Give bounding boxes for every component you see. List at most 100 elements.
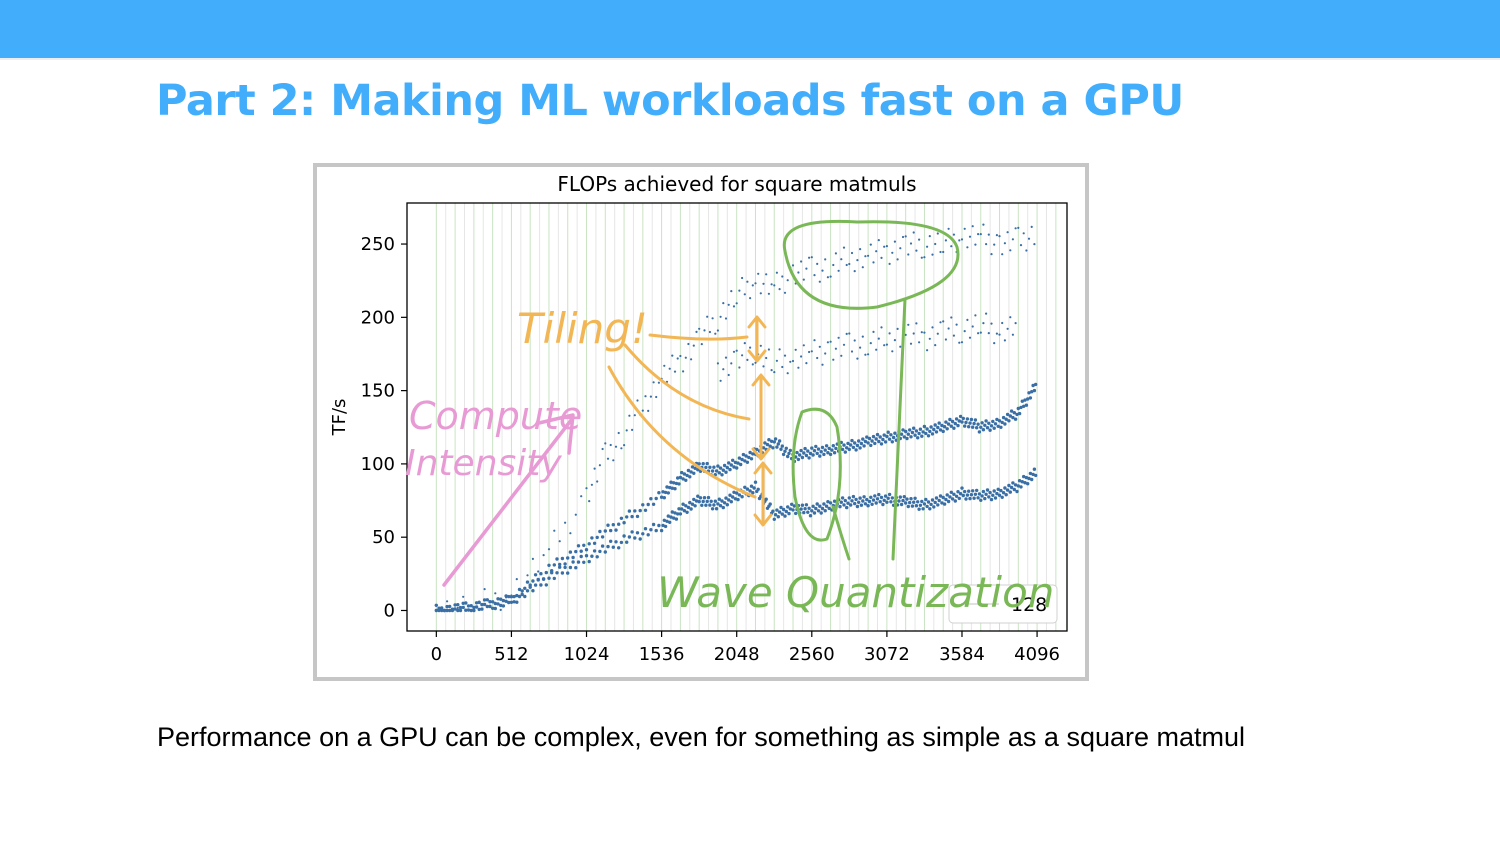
- series-3-point: [674, 517, 679, 521]
- series-2-point: [824, 444, 829, 448]
- series-1-point: [786, 372, 789, 375]
- series-0-point: [1011, 238, 1015, 241]
- series-2-point: [846, 441, 850, 446]
- series-2-point: [1031, 383, 1035, 388]
- y-tick-label: 0: [384, 600, 395, 621]
- quantization-line-2: [831, 505, 851, 561]
- series-1-point: [1009, 316, 1012, 319]
- series-3-point: [453, 607, 457, 611]
- series-2-point: [823, 448, 827, 452]
- series-0-point: [644, 395, 647, 398]
- series-3-point: [689, 507, 693, 511]
- series-1-point: [942, 320, 945, 323]
- series-3-point: [1017, 479, 1022, 483]
- series-2-point: [941, 429, 945, 434]
- series-3-point: [845, 505, 849, 510]
- series-2-point: [783, 449, 787, 453]
- series-3-point: [932, 505, 936, 509]
- series-2-point: [1000, 420, 1004, 425]
- series-0-point: [698, 327, 701, 330]
- series-1-point: [893, 339, 897, 342]
- series-2-point: [769, 439, 774, 443]
- series-2-point: [890, 440, 894, 444]
- series-0-point: [706, 315, 709, 318]
- series-1-point: [1014, 322, 1017, 325]
- series-2-point: [434, 608, 438, 613]
- series-3-point: [792, 504, 797, 508]
- series-2-point: [466, 604, 471, 608]
- series-3-point: [627, 535, 632, 539]
- series-2-point: [796, 457, 801, 462]
- series-3-point: [499, 597, 503, 601]
- series-3-point: [501, 604, 506, 608]
- series-2-point: [786, 454, 790, 459]
- y-tick-label: 250: [361, 234, 395, 255]
- series-2-point: [997, 419, 1002, 423]
- series-3-point: [662, 518, 666, 522]
- series-2-point: [784, 446, 788, 450]
- series-2-point: [666, 491, 670, 495]
- series-2-point: [1016, 406, 1020, 411]
- series-1-point: [920, 331, 923, 334]
- series-2-point: [854, 448, 858, 452]
- series-0-point: [813, 274, 816, 277]
- series-0-point: [679, 354, 682, 358]
- series-1-point: [818, 345, 821, 348]
- series-2-point: [912, 426, 916, 430]
- series-1-point: [977, 332, 980, 335]
- series-2-point: [668, 485, 672, 490]
- x-tick-label: 4096: [1014, 644, 1060, 665]
- series-3-point: [771, 509, 775, 513]
- series-3-point: [948, 495, 952, 499]
- series-2-point: [818, 454, 822, 458]
- series-3-point: [555, 571, 559, 575]
- series-3-point: [531, 589, 535, 593]
- series-2-point: [673, 487, 677, 491]
- series-3-point: [598, 549, 602, 554]
- series-2-point: [692, 471, 696, 475]
- series-0-point: [580, 495, 583, 498]
- header-bar: [0, 0, 1500, 60]
- series-0-point: [850, 251, 854, 255]
- series-2-point: [614, 528, 618, 532]
- series-2-point: [733, 460, 738, 465]
- series-3-point: [794, 511, 798, 516]
- series-0-point: [950, 245, 953, 248]
- series-3-point: [971, 489, 975, 493]
- series-0-point: [614, 445, 618, 448]
- series-2-point: [493, 601, 497, 606]
- series-3-point: [672, 516, 676, 520]
- series-0-point: [462, 595, 465, 598]
- series-0-point: [816, 262, 819, 265]
- series-2-point: [761, 446, 766, 450]
- series-3-point: [669, 515, 673, 519]
- series-0-point: [802, 278, 805, 281]
- series-3-point: [1028, 471, 1033, 476]
- series-2-point: [942, 425, 947, 429]
- x-tick-label: 2048: [714, 644, 760, 665]
- series-0-point: [690, 358, 693, 361]
- series-3-point: [670, 510, 674, 514]
- series-0-point: [749, 297, 752, 300]
- series-2-point: [736, 461, 740, 465]
- series-2-point: [520, 592, 524, 597]
- series-0-point: [783, 291, 787, 294]
- series-0-point: [668, 367, 671, 370]
- series-3-point: [967, 489, 971, 493]
- series-2-point: [501, 598, 506, 603]
- series-2-point: [975, 426, 979, 430]
- series-2-point: [893, 431, 897, 435]
- series-1-point: [842, 343, 846, 346]
- series-0-point: [1025, 249, 1028, 252]
- series-0-point: [499, 608, 502, 611]
- series-3-point: [716, 502, 720, 506]
- series-2-point: [595, 535, 599, 540]
- x-tick-label: 3584: [939, 644, 985, 665]
- x-tick-label: 512: [494, 644, 528, 665]
- series-2-point: [948, 417, 952, 422]
- series-1-point: [947, 327, 950, 330]
- series-3-point: [869, 495, 873, 499]
- series-0-point: [885, 245, 889, 248]
- series-2-point: [938, 428, 943, 432]
- series-3-point: [909, 497, 913, 501]
